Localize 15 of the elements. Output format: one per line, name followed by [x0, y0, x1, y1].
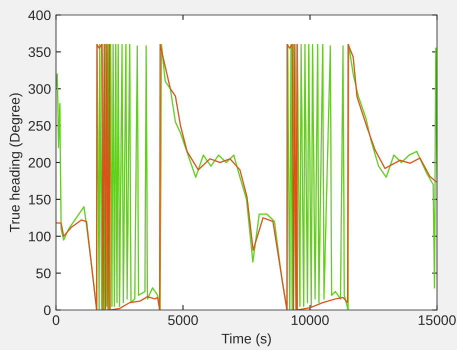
y-tick-label: 150	[29, 194, 51, 205]
y-tick-label: 50	[36, 268, 51, 278]
x-tick-label: 5000	[168, 315, 198, 326]
y-tick-label: 0	[44, 305, 51, 316]
y-tick-label: 200	[28, 158, 51, 168]
y-tick-label: 350	[28, 47, 51, 58]
y-tick-label: 100	[29, 232, 51, 242]
x-tick-label: 15000	[418, 315, 456, 326]
y-tick-label: 400	[28, 10, 51, 20]
y-tick-label: 250	[28, 120, 51, 131]
x-tick-label: 0	[52, 315, 60, 326]
x-axis-title: Time (s)	[222, 333, 271, 346]
x-tick-label: 10000	[292, 315, 329, 326]
y-axis-title: True heading (Degree)	[9, 93, 22, 232]
y-tick-label: 300	[28, 84, 51, 94]
